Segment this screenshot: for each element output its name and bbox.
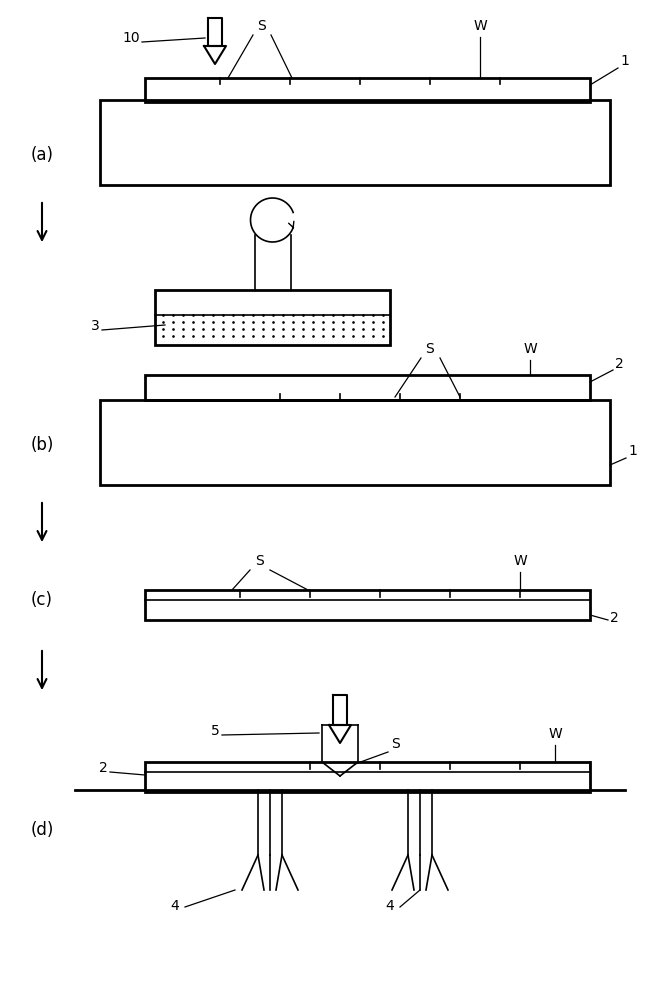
- Text: 3: 3: [91, 319, 100, 333]
- Text: W: W: [513, 554, 527, 568]
- Text: 1: 1: [620, 54, 629, 68]
- Text: S: S: [258, 19, 266, 33]
- Text: (c): (c): [31, 591, 53, 609]
- Text: W: W: [523, 342, 537, 356]
- Text: 2: 2: [100, 761, 108, 775]
- Text: 4: 4: [171, 899, 179, 913]
- Bar: [145, 762, 590, 792]
- Bar: [100, 100, 610, 185]
- Text: 4: 4: [386, 899, 394, 913]
- Text: 2: 2: [610, 611, 619, 625]
- Text: S: S: [256, 554, 264, 568]
- Text: (b): (b): [30, 436, 53, 454]
- Text: S: S: [391, 737, 399, 751]
- Text: S: S: [426, 342, 434, 356]
- Text: 1: 1: [628, 444, 637, 458]
- Bar: [145, 78, 590, 102]
- Bar: [145, 590, 590, 620]
- Text: 2: 2: [615, 357, 624, 371]
- Text: 10: 10: [123, 31, 140, 45]
- Text: W: W: [548, 727, 562, 741]
- Text: W: W: [473, 19, 487, 33]
- Bar: [100, 400, 610, 485]
- Text: (a): (a): [30, 146, 53, 164]
- Text: (d): (d): [30, 821, 53, 839]
- Bar: [155, 290, 390, 345]
- Text: 5: 5: [212, 724, 220, 738]
- Bar: [145, 375, 590, 400]
